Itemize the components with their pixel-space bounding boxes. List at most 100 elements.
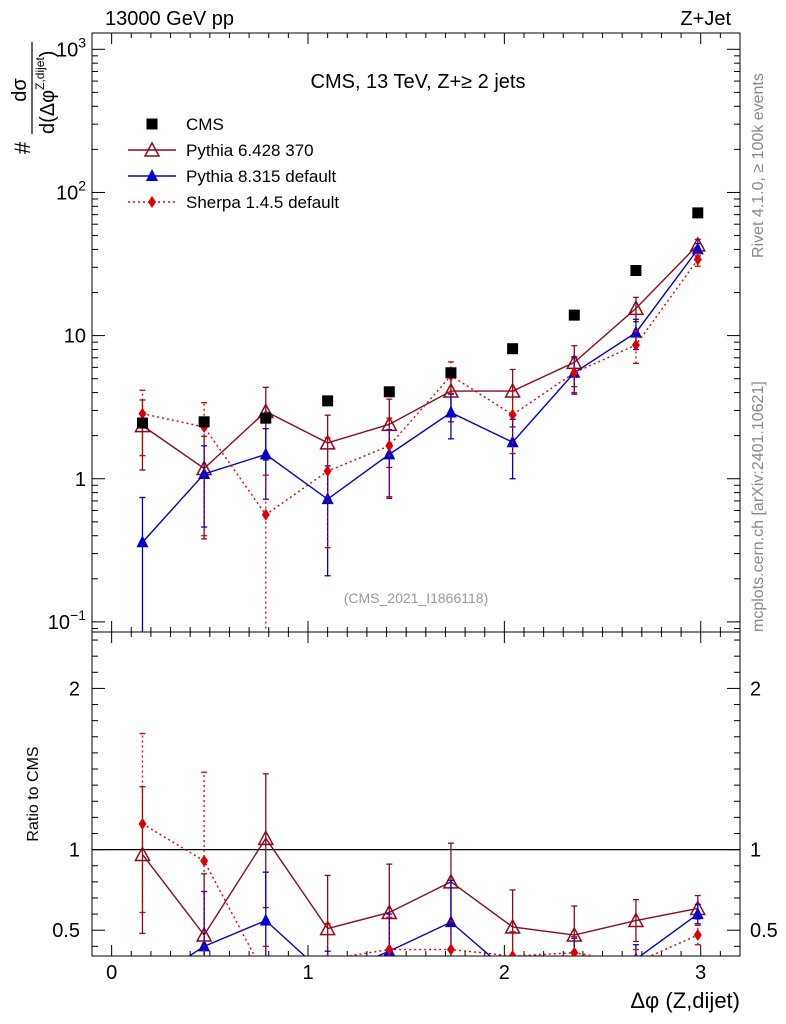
x-axis-label: Δφ (Z,dijet) [630, 988, 740, 1013]
data-point-main [383, 447, 396, 460]
ratio-plot-frame [91, 631, 741, 957]
data-point-main [570, 366, 579, 379]
legend-item: Pythia 8.315 default [128, 167, 337, 186]
data-point-ratio [693, 929, 702, 942]
y-tick-label-main: 10−1 [48, 607, 86, 634]
data-point-main [321, 492, 334, 505]
y-tick-label-main: 103 [56, 34, 86, 61]
data-point-ratio [325, 953, 330, 956]
data-point-ratio [262, 971, 270, 983]
x-tick-label: 2 [499, 962, 510, 984]
data-point-main [691, 242, 704, 255]
data-point-ratio [691, 907, 704, 920]
header-analysis-label: Z+Jet [680, 8, 731, 30]
data-point-main [138, 407, 147, 420]
data-point-main [136, 535, 149, 548]
y-tick-label-main: 10 [64, 326, 86, 348]
y-tick-label-main: 1 [75, 469, 86, 491]
data-point-main [568, 309, 580, 321]
y-axis-label-numerator: dσ [9, 78, 31, 102]
data-point-main [507, 343, 519, 355]
y-axis-label-denominator: d(ΔφZ,dijet) [33, 51, 59, 134]
data-point-main [198, 416, 210, 428]
data-point-ratio [257, 829, 275, 846]
legend-label: CMS [186, 115, 224, 134]
data-point-main [508, 408, 517, 421]
legend-label: Pythia 6.428 370 [186, 141, 314, 160]
data-point-main [261, 508, 270, 521]
data-point-ratio [634, 952, 638, 956]
legend-item: Sherpa 1.4.5 default [128, 193, 339, 212]
data-point-main [445, 367, 457, 379]
data-point-ratio [508, 950, 517, 956]
data-point-ratio [504, 918, 521, 934]
series-line-main [141, 249, 699, 543]
legend-item: CMS [146, 115, 224, 134]
data-point-main [630, 264, 642, 276]
data-point-ratio [446, 943, 455, 956]
data-point-ratio [200, 854, 209, 867]
data-point-main [198, 466, 211, 479]
data-point-ratio [134, 845, 151, 862]
data-point-main [385, 439, 394, 452]
legend-marker [148, 196, 156, 208]
data-point-main [383, 386, 395, 398]
series-ratio-sherpa-1-4-5-default [138, 732, 702, 983]
series-line-ratio [141, 837, 698, 937]
series-main-cms [136, 207, 704, 429]
series-line-main [142, 244, 699, 470]
y-tick-label-ratio-right: 0.5 [750, 920, 778, 942]
data-point-main [323, 465, 332, 478]
series-ratio-pythia-8-315-default [136, 871, 704, 992]
series-ratio-pythia-6-428-370 [134, 773, 707, 956]
y-tick-label-ratio: 2 [69, 678, 80, 700]
data-point-main [693, 253, 702, 266]
y-tick-label-ratio: 1 [69, 840, 80, 862]
data-point-main [506, 435, 519, 448]
series-main-pythia-6-428-370 [134, 236, 707, 540]
y-tick-label-ratio-right: 1 [750, 840, 761, 862]
y-axis-label-ratio: Ratio to CMS [25, 746, 42, 841]
x-tick-label: 0 [106, 962, 117, 984]
data-point-ratio [138, 817, 147, 830]
y-axis-label-hash: # [10, 141, 35, 154]
y-axis-ticks-ratio [92, 639, 740, 947]
chart-title: CMS, 13 TeV, Z+≥ 2 jets [311, 71, 526, 93]
legend-label: Pythia 8.315 default [186, 167, 337, 186]
data-point-main [322, 395, 334, 407]
data-point-ratio [385, 943, 394, 956]
data-point-ratio [322, 970, 334, 982]
data-point-main [627, 299, 645, 316]
data-point-main [631, 338, 640, 351]
x-tick-label: 3 [695, 962, 706, 984]
legend-item: Pythia 6.428 370 [128, 141, 314, 160]
y-axis-label-main: # dσ d(ΔφZ,dijet) [9, 42, 59, 154]
data-point-main [260, 412, 272, 424]
analysis-watermark: (CMS_2021_I1866118) [344, 590, 489, 606]
legend-label: Sherpa 1.4.5 default [186, 193, 339, 212]
data-point-ratio [259, 913, 272, 926]
data-point-main [259, 447, 272, 460]
series-line-ratio [188, 913, 699, 956]
legend: CMS Pythia 6.428 370 Pythia 8.315 default S… [128, 115, 339, 212]
legend-marker [143, 141, 161, 157]
legend-marker [146, 118, 158, 130]
data-point-main [319, 434, 336, 450]
data-point-main [444, 405, 457, 418]
x-tick-label: 1 [302, 962, 313, 984]
legend-marker [146, 169, 158, 181]
data-point-ratio [570, 946, 579, 956]
data-point-ratio [136, 980, 148, 992]
y-tick-label-ratio-right: 2 [750, 678, 761, 700]
y-axis-ticks-main [92, 48, 740, 629]
data-point-main [136, 417, 148, 429]
data-point-ratio [632, 956, 640, 968]
data-point-ratio [627, 911, 645, 928]
series-line-ratio [142, 823, 699, 956]
data-point-main [692, 207, 704, 219]
series-line-main [142, 259, 699, 516]
header-process-label: 13000 GeV pp [105, 8, 234, 30]
y-tick-label-main: 102 [56, 177, 86, 204]
y-tick-label-ratio: 0.5 [52, 920, 80, 942]
